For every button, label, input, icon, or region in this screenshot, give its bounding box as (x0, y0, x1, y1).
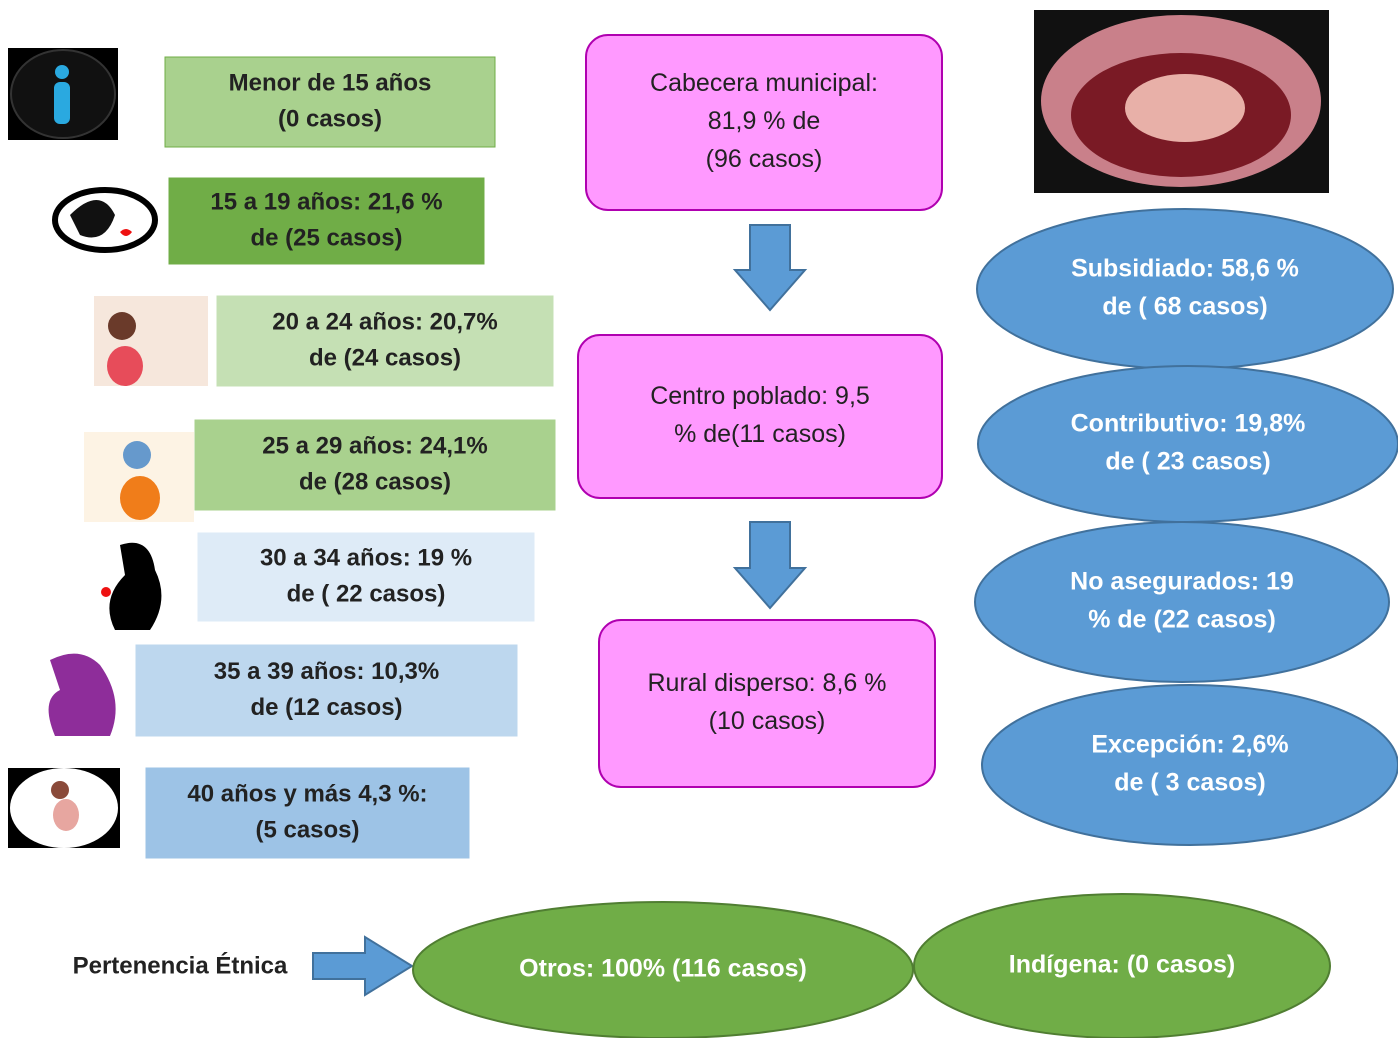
age-box (216, 295, 554, 387)
label-line: % de (22 casos) (1088, 606, 1276, 634)
icon (123, 441, 151, 469)
icon (51, 781, 69, 799)
ethnicity-group: Otros: 100% (116 casos) (519, 955, 807, 983)
label-line: (0 casos) (278, 105, 382, 132)
label-line: Cabecera municipal: (650, 69, 878, 97)
icon (53, 799, 79, 831)
age-icons (8, 48, 208, 848)
label-line: 25 a 29 años: 24,1% (262, 432, 487, 459)
icon (107, 346, 143, 386)
insurance-ellipse (977, 365, 1398, 523)
age-box (135, 644, 518, 737)
label-line: Excepción: 2,6% (1091, 731, 1288, 759)
label-line: de ( 3 casos) (1114, 769, 1265, 797)
icon (108, 312, 136, 340)
icon (48, 653, 116, 736)
age-box (194, 419, 556, 511)
location-box (577, 334, 943, 499)
label-line: de (25 casos) (250, 224, 402, 251)
location-box (598, 619, 936, 788)
icon (120, 476, 160, 520)
label-line: (5 casos) (255, 816, 359, 843)
icon (101, 587, 111, 597)
label-line: de (24 casos) (309, 344, 461, 371)
location-box (585, 34, 943, 211)
label-line: 81,9 % de (708, 107, 821, 135)
ethnicity-label: Pertenencia Étnica (73, 951, 288, 979)
insurance-ellipse (981, 684, 1398, 846)
label-line: de (28 casos) (299, 468, 451, 495)
fetus-image-body (1125, 74, 1245, 142)
label-line: de ( 68 casos) (1102, 293, 1267, 321)
label-line: Subsidiado: 58,6 % (1071, 255, 1299, 283)
label-line: Contributivo: 19,8% (1071, 410, 1306, 438)
label-line: (10 casos) (709, 707, 826, 735)
label-line: 15 a 19 años: 21,6 % (210, 188, 442, 215)
label-line: % de(11 casos) (674, 420, 846, 448)
label-line: 30 a 34 años: 19 % (260, 544, 472, 571)
label-line: No asegurados: 19 (1070, 568, 1294, 596)
icon (54, 82, 70, 124)
icon (55, 65, 69, 79)
insurance-ellipse (974, 521, 1390, 683)
age-box (145, 767, 470, 859)
label-line: de ( 23 casos) (1105, 448, 1270, 476)
label-line: Centro poblado: 9,5 (650, 382, 870, 410)
arrow-down (732, 521, 808, 610)
label-line: de (12 casos) (250, 694, 402, 721)
label-line: Rural disperso: 8,6 % (647, 669, 886, 697)
arrow-down (732, 224, 808, 312)
label-line: Menor de 15 años (229, 69, 432, 96)
label-line: (96 casos) (706, 145, 823, 173)
icon (120, 229, 132, 236)
ethnicity-group: Indígena: (0 casos) (1009, 951, 1235, 979)
icon (109, 542, 162, 630)
age-box (164, 56, 496, 148)
insurance-ellipse (976, 208, 1394, 370)
label-line: 35 a 39 años: 10,3% (214, 658, 439, 685)
label-line: 20 a 24 años: 20,7% (272, 308, 497, 335)
arrow-right (312, 935, 414, 997)
label-line: de ( 22 casos) (287, 580, 446, 607)
age-box (197, 532, 535, 622)
label-line: 40 años y más 4,3 %: (187, 780, 427, 807)
icon (70, 200, 115, 238)
age-box (168, 177, 485, 265)
